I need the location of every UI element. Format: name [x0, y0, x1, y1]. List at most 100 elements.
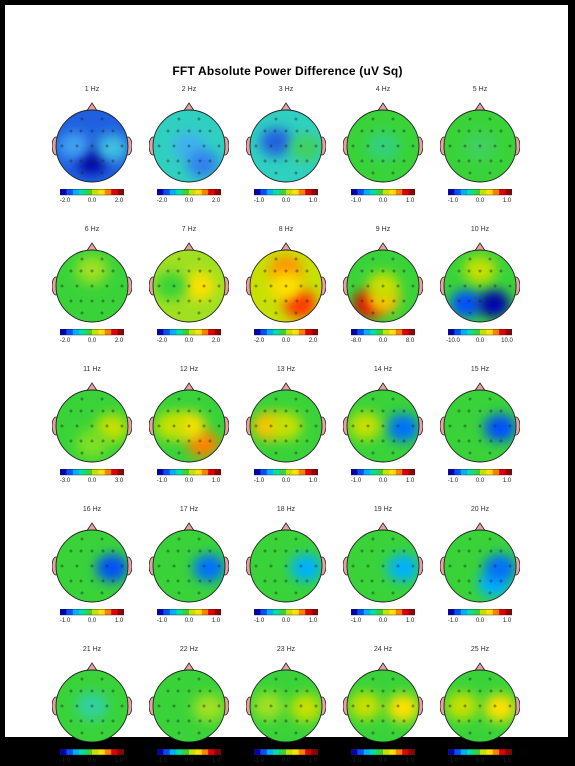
electrode-marker	[60, 144, 64, 148]
color-scale-bar	[60, 749, 124, 756]
scale-tick-label: 0.0	[281, 478, 291, 484]
electrode-marker	[493, 564, 497, 568]
scalp-map	[52, 382, 132, 463]
electrode-marker	[187, 579, 191, 583]
scale-tick-label: -1.0	[350, 478, 362, 484]
electrode-marker	[263, 129, 267, 133]
electrode-marker	[391, 451, 395, 455]
scale-tick-label: 0.0	[378, 478, 388, 484]
electrode-marker	[208, 159, 212, 163]
scale-ticks: -1.0 0.0 1.0	[343, 478, 423, 484]
electrode-marker	[274, 117, 278, 121]
electrode-marker	[75, 564, 79, 568]
electrode-marker	[489, 159, 493, 163]
scalp-map	[343, 102, 423, 183]
electrode-marker	[468, 257, 472, 261]
electrode-marker	[202, 424, 206, 428]
frequency-label: 4 Hz	[375, 86, 391, 93]
electrode-marker	[111, 439, 115, 443]
frequency-label: 11 Hz	[83, 366, 101, 373]
scalp-map	[246, 242, 326, 323]
electrode-marker	[263, 689, 267, 693]
electrode-marker	[79, 299, 83, 303]
electrode-marker	[411, 704, 415, 708]
scalp-map	[149, 102, 229, 183]
power-region	[464, 132, 496, 160]
scale-tick-label: 1.0	[405, 478, 415, 484]
electrode-marker	[100, 731, 104, 735]
electrode-marker	[448, 424, 452, 428]
electrode-marker	[157, 284, 161, 288]
electrode-marker	[370, 299, 374, 303]
electrode-marker	[478, 549, 482, 553]
electrode-marker	[176, 269, 180, 273]
electrode-marker	[172, 144, 176, 148]
electrode-marker	[166, 159, 170, 163]
topomap-cell: 15 Hz -1.0 0.0 1.0	[440, 366, 550, 486]
electrode-marker	[197, 677, 201, 681]
scalp-map	[440, 522, 520, 603]
electrode-marker	[208, 129, 212, 133]
electrode-marker	[208, 579, 212, 583]
scale-ticks: -1.0 0.0 1.0	[246, 478, 326, 484]
electrode-marker	[381, 719, 385, 723]
electrode-marker	[294, 171, 298, 175]
electrode-marker	[351, 564, 355, 568]
electrode-marker	[284, 439, 288, 443]
electrode-marker	[305, 409, 309, 413]
electrode-marker	[176, 549, 180, 553]
electrode-marker	[489, 129, 493, 133]
scale-tick-label: 1.0	[114, 618, 124, 624]
electrode-marker	[478, 269, 482, 273]
frequency-label: 9 Hz	[375, 226, 391, 233]
electrode-marker	[166, 549, 170, 553]
electrode-marker	[284, 579, 288, 583]
electrode-marker	[391, 677, 395, 681]
power-region	[450, 290, 482, 318]
color-scale-bar	[448, 469, 512, 476]
scale-tick-label: 2.0	[211, 198, 221, 204]
electrode-marker	[489, 579, 493, 583]
scale-ticks: -2.0 0.0 2.0	[246, 338, 326, 344]
electrode-marker	[273, 269, 277, 273]
electrode-marker	[392, 719, 396, 723]
electrode-marker	[284, 144, 288, 148]
electrode-marker	[217, 564, 221, 568]
electrode-marker	[457, 579, 461, 583]
electrode-marker	[402, 299, 406, 303]
electrode-marker	[499, 719, 503, 723]
electrode-marker	[273, 719, 277, 723]
topomap-cell: 5 Hz -1.0 0.0 1.0	[440, 86, 550, 206]
electrode-marker	[391, 397, 395, 401]
electrode-marker	[411, 144, 415, 148]
electrode-marker	[187, 549, 191, 553]
electrode-marker	[263, 299, 267, 303]
color-scale-bar	[157, 609, 221, 616]
electrode-marker	[371, 731, 375, 735]
color-scale-bar	[448, 329, 512, 336]
electrode-marker	[457, 719, 461, 723]
electrode-marker	[360, 129, 364, 133]
electrode-marker	[371, 591, 375, 595]
power-region	[76, 430, 108, 458]
electrode-marker	[468, 117, 472, 121]
electrode-marker	[166, 579, 170, 583]
electrode-marker	[467, 269, 471, 273]
scalp-map	[343, 242, 423, 323]
electrode-marker	[284, 719, 288, 723]
electrode-marker	[197, 257, 201, 261]
electrode-marker	[351, 284, 355, 288]
electrode-marker	[392, 439, 396, 443]
frequency-label: 5 Hz	[472, 86, 488, 93]
color-scale-bar	[254, 189, 318, 196]
scale-tick-label: -1.0	[350, 198, 362, 204]
power-region	[387, 414, 419, 442]
electrode-marker	[489, 269, 493, 273]
topomap-cell: 21 Hz -1.0 0.0 1.0	[52, 646, 162, 766]
frequency-label: 17 Hz	[179, 506, 199, 513]
electrode-marker	[198, 269, 202, 273]
scale-tick-label: 1.0	[502, 618, 512, 624]
electrode-marker	[457, 409, 461, 413]
electrode-marker	[187, 424, 191, 428]
scalp-map	[149, 662, 229, 743]
